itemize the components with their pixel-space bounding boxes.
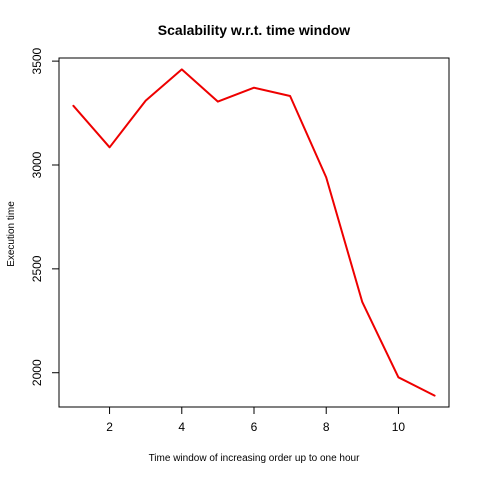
- series-line: [72, 68, 436, 397]
- series-layer: [72, 68, 436, 397]
- x-tick-label: 6: [251, 420, 258, 434]
- x-axis: 2 4 6 8 10: [106, 407, 405, 434]
- x-tick-label: 4: [178, 420, 185, 434]
- x-tick-label: 2: [106, 420, 113, 434]
- chart-title: Scalability w.r.t. time window: [158, 22, 351, 38]
- y-tick-label: 2500: [30, 255, 44, 282]
- y-axis: 2000 2500 3000 3500: [30, 47, 59, 386]
- y-tick-label: 3000: [30, 151, 44, 178]
- x-axis-label: Time window of increasing order up to on…: [149, 453, 361, 464]
- x-tick-label: 10: [392, 420, 406, 434]
- x-tick-label: 8: [323, 420, 330, 434]
- y-axis-label: Execution time: [6, 201, 17, 267]
- y-tick-label: 2000: [30, 359, 44, 386]
- y-tick-label: 3500: [30, 47, 44, 74]
